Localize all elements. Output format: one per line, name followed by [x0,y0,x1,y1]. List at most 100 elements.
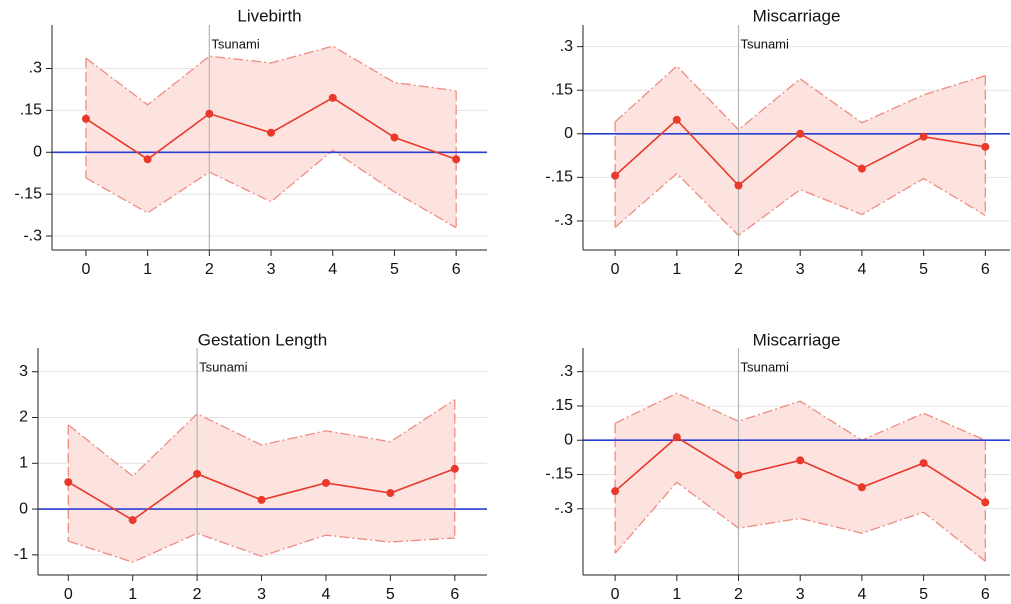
panel: Miscarriage .3 .15 0 -.15 -.3 0 1 2 3 4 5 6 Tsunami [545,330,1010,603]
estimate-point [857,483,866,492]
estimate-point [328,93,337,102]
y-tick-label: .15 [551,397,573,414]
x-tick-label: 4 [328,261,337,278]
x-tick-label: 0 [64,586,73,603]
y-tick-label: -1 [14,546,28,563]
x-tick-label: 5 [386,586,395,603]
x-tick-label: 2 [193,586,202,603]
panel: Miscarriage .3 .15 0 -.15 -.3 0 1 2 3 4 5 6 Tsunami [545,6,1010,278]
x-tick-label: 0 [81,261,90,278]
estimate-point [611,171,620,180]
y-tick-label: .15 [551,81,573,98]
estimate-point [981,498,990,507]
annotation-label: Tsunami [199,359,248,374]
ci-lower-line [614,172,986,237]
y-tick-label: -.3 [554,212,573,229]
estimate-point [672,433,681,442]
x-tick-label: 1 [128,586,137,603]
ci-lower-line [85,149,457,229]
x-tick-label: 3 [796,586,805,603]
estimate-point [205,109,214,118]
confidence-band [68,399,455,563]
x-tick-label: 4 [857,586,866,603]
x-tick-label: 6 [450,586,459,603]
estimate-point [981,142,990,151]
confidence-band [615,66,986,236]
x-tick-label: 6 [981,261,990,278]
estimate-point [611,487,620,496]
estimate-point [734,181,743,190]
annotation-label: Tsunami [740,359,789,374]
y-tick-label: 1 [19,455,28,472]
estimate-point [257,495,266,504]
y-tick-label: 3 [19,363,28,380]
estimate-point [390,133,399,142]
x-tick-label: 5 [919,586,928,603]
y-tick-label: 0 [19,500,28,517]
x-tick-label: 2 [734,586,743,603]
chart-title: Miscarriage [753,330,841,349]
y-tick-label: .15 [20,102,42,119]
annotation-label: Tsunami [740,36,789,51]
x-tick-label: 0 [611,261,620,278]
y-tick-label: -.15 [14,185,42,202]
estimate-point [128,516,137,525]
y-tick-label: .3 [29,60,42,77]
ci-upper-line [614,392,986,441]
y-tick-label: 0 [564,431,573,448]
x-tick-label: 1 [672,261,681,278]
x-tick-label: 4 [321,586,330,603]
chart-title: Miscarriage [753,6,841,25]
x-tick-label: 1 [672,586,681,603]
annotation-label: Tsunami [211,36,260,51]
y-tick-label: -.15 [545,466,573,483]
estimate-point [267,128,276,137]
chart-title: Gestation Length [198,330,327,349]
estimate-point [796,129,805,138]
estimate-point [193,469,202,478]
x-tick-label: 2 [205,261,214,278]
x-tick-label: 3 [267,261,276,278]
ci-upper-line [85,45,457,106]
estimate-point [143,155,152,164]
y-tick-label: 2 [19,409,28,426]
y-tick-label: -.15 [545,169,573,186]
x-tick-label: 5 [919,261,928,278]
x-tick-label: 3 [257,586,266,603]
chart-title: Livebirth [237,6,301,25]
panel: Gestation Length 3 2 1 0 -1 0 1 2 3 4 5 6 Tsunami [14,330,487,603]
x-tick-label: 4 [857,261,866,278]
estimate-point [919,459,928,468]
estimate-point [857,164,866,173]
estimate-point [672,115,681,124]
y-tick-label: .3 [560,363,573,380]
y-tick-label: 0 [33,143,42,160]
estimate-point [321,478,330,487]
x-tick-label: 6 [452,261,461,278]
x-tick-label: 1 [143,261,152,278]
confidence-band [85,46,457,228]
ci-lower-line [68,532,455,563]
y-tick-label: 0 [564,125,573,142]
estimate-point [734,471,743,480]
x-tick-label: 5 [390,261,399,278]
y-tick-label: .3 [560,38,573,55]
estimate-point [450,464,459,473]
ci-lower-line [614,481,986,562]
x-tick-label: 6 [981,586,990,603]
estimate-point [452,155,461,164]
confidence-band [615,393,986,562]
estimate-point [796,456,805,465]
y-tick-label: -.3 [23,227,42,244]
x-tick-label: 2 [734,261,743,278]
estimate-point [386,489,395,498]
x-tick-label: 0 [611,586,620,603]
estimate-point [64,478,73,487]
estimate-point [81,114,90,123]
panel: Livebirth .3 .15 0 -.15 -.3 0 1 2 3 4 5 6 Tsunami [14,6,487,278]
y-tick-label: -.3 [554,500,573,517]
x-tick-label: 3 [796,261,805,278]
ci-upper-line [67,399,456,477]
